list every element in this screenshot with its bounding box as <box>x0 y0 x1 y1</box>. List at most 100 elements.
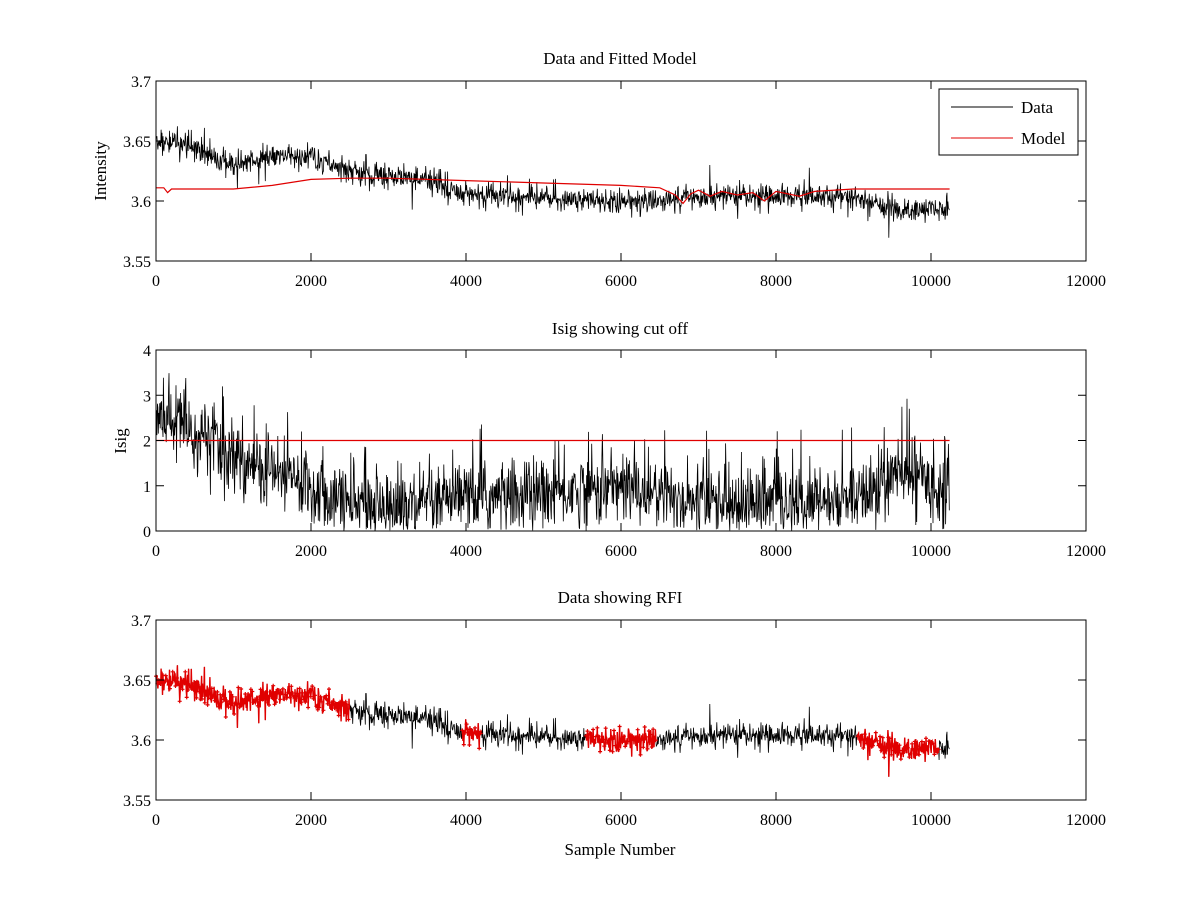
y-tick-label: 0 <box>143 524 151 541</box>
rfi-point <box>301 697 306 702</box>
rfi-segment-line <box>857 728 939 777</box>
rfi-point <box>871 743 875 748</box>
rfi-point <box>287 695 292 700</box>
rfi-point <box>605 741 609 745</box>
rfi-point <box>609 736 614 741</box>
rfi-point <box>202 700 207 705</box>
rfi-point <box>177 699 182 704</box>
rfi-point <box>257 694 262 699</box>
rfi-markers <box>154 669 351 722</box>
rfi-point <box>613 743 618 748</box>
rfi-point <box>606 738 611 743</box>
rfi-segment-line <box>461 719 483 749</box>
rfi-point <box>239 687 244 691</box>
rfi-point <box>313 693 317 698</box>
rfi-point <box>335 708 340 713</box>
rfi-point <box>896 745 901 750</box>
y-tick-label: 3.65 <box>123 134 151 151</box>
rfi-point <box>610 749 615 754</box>
rfi-point <box>646 729 651 733</box>
rfi-point <box>921 749 926 754</box>
rfi-point <box>904 743 909 748</box>
rfi-point <box>885 746 889 751</box>
rfi-point <box>862 732 867 737</box>
rfi-segment-line <box>155 665 351 728</box>
rfi-point <box>232 712 237 716</box>
rfi-point <box>162 679 167 684</box>
panel-1-ylabel: Intensity <box>91 141 110 201</box>
rfi-point <box>180 687 185 692</box>
rfi-point <box>226 705 231 710</box>
rfi-point <box>598 749 603 754</box>
rfi-point <box>466 727 470 732</box>
rfi-point <box>879 748 884 753</box>
x-tick-label: 4000 <box>450 543 482 560</box>
rfi-point <box>907 755 912 760</box>
rfi-point <box>889 752 894 757</box>
rfi-point <box>936 747 941 752</box>
rfi-point <box>165 678 170 683</box>
legend-data-label: Data <box>1021 98 1054 117</box>
series-data-line <box>155 126 950 238</box>
x-tick-label: 4000 <box>450 273 482 290</box>
rfi-point <box>241 698 246 702</box>
x-tick-label: 6000 <box>605 812 637 829</box>
x-tick-label: 2000 <box>295 812 327 829</box>
rfi-point <box>875 738 880 743</box>
rfi-point <box>917 752 922 757</box>
rfi-point <box>255 703 260 708</box>
panel-1-ticks: 0 2000 4000 6000 8000 10000 12000 3.55 3.6 3.65 3.… <box>123 74 1106 290</box>
rfi-point <box>183 669 188 674</box>
rfi-point <box>859 736 864 741</box>
rfi-point <box>591 727 596 732</box>
rfi-point <box>308 694 313 699</box>
rfi-point <box>595 725 600 730</box>
x-tick-label: 10000 <box>911 543 951 560</box>
rfi-point <box>167 686 172 691</box>
rfi-point <box>179 684 184 689</box>
rfi-point <box>617 724 622 729</box>
rfi-point <box>297 686 302 691</box>
rfi-point <box>603 726 608 731</box>
rfi-point <box>638 752 643 757</box>
x-tick-label: 10000 <box>911 273 951 290</box>
rfi-point <box>200 697 204 701</box>
y-tick-label: 3.7 <box>131 613 151 630</box>
rfi-point <box>925 745 930 750</box>
y-tick-label: 1 <box>143 479 151 496</box>
rfi-point <box>173 684 178 688</box>
rfi-point <box>908 751 913 756</box>
rfi-point <box>584 733 589 738</box>
rfi-point <box>880 735 885 740</box>
legend-model-label: Model <box>1021 129 1066 148</box>
rfi-point <box>467 743 472 747</box>
rfi-point <box>234 702 239 707</box>
rfi-point <box>914 752 919 756</box>
y-tick-label: 3.55 <box>123 793 151 810</box>
rfi-point <box>653 738 658 743</box>
y-tick-label: 3.6 <box>131 733 151 750</box>
x-tick-label: 8000 <box>760 543 792 560</box>
rfi-point <box>864 741 869 746</box>
rfi-point <box>278 697 283 702</box>
x-tick-label: 8000 <box>760 812 792 829</box>
rfi-point <box>890 743 895 748</box>
series-isig-line <box>155 373 950 531</box>
rfi-point <box>858 734 863 739</box>
rfi-point <box>211 693 216 698</box>
panel-rfi: Data showing RFI 0 2000 4000 6000 8000 10000 1… <box>123 588 1106 859</box>
legend: Data Model <box>938 88 1079 156</box>
rfi-point <box>887 736 892 741</box>
rfi-point <box>602 744 607 749</box>
rfi-markers <box>460 722 483 751</box>
rfi-point <box>299 700 304 705</box>
rfi-point <box>222 697 227 702</box>
y-tick-label: 3.55 <box>123 254 151 271</box>
rfi-point <box>623 744 628 749</box>
rfi-point <box>464 722 469 727</box>
rfi-point <box>477 746 482 751</box>
panel-data-and-model: Data and Fitted Model Intensity 0 2000 400… <box>91 49 1106 290</box>
rfi-point <box>651 727 656 732</box>
rfi-point <box>280 686 285 691</box>
rfi-point <box>635 727 640 732</box>
